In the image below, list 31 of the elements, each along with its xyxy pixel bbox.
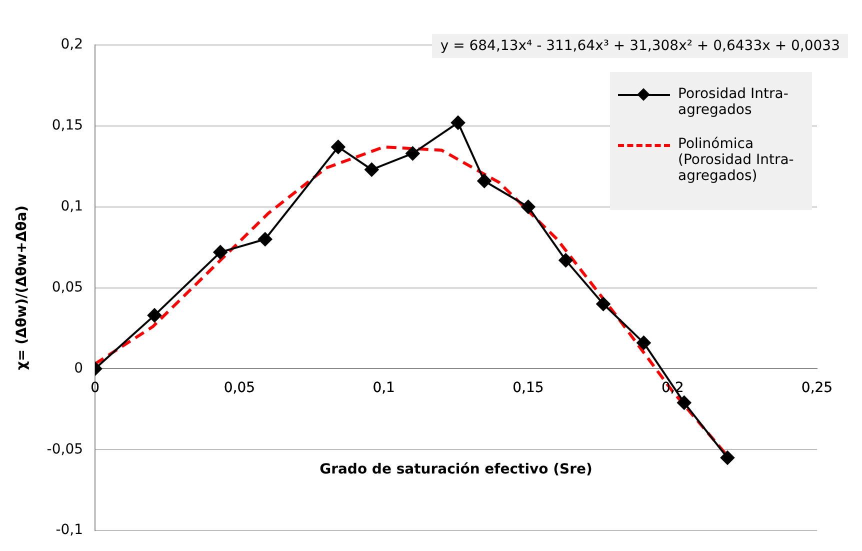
x-tick-label: 0,1 <box>372 380 395 396</box>
legend-label: Porosidad Intra-agregados <box>678 86 790 118</box>
y-tick-label: -0,05 <box>46 441 84 458</box>
point <box>521 200 536 214</box>
x-tick-label: 0 <box>90 380 100 396</box>
point <box>636 336 651 350</box>
point <box>213 245 228 260</box>
y-tick-label: 0,15 <box>52 118 84 134</box>
point <box>477 174 492 188</box>
y-tick-label: 0,1 <box>60 198 84 215</box>
point <box>331 140 346 154</box>
point <box>258 232 272 246</box>
y-tick-label: 0 <box>74 360 84 376</box>
y-axis-title: χ= (Δθw)/(Δθw+Δθa) <box>14 205 30 370</box>
x-axis-title: Grado de saturación efectivo (Sre) <box>320 462 592 478</box>
point <box>720 450 734 465</box>
y-tick-label: -0,1 <box>56 522 84 538</box>
point <box>451 116 466 130</box>
point <box>148 308 162 322</box>
legend-label: Polinómica (Porosidad Intra-agregados) <box>678 136 795 184</box>
point <box>364 162 379 177</box>
y-tick-label: 0,2 <box>60 36 84 53</box>
point <box>558 253 573 268</box>
x-tick-label: 0,25 <box>801 380 833 396</box>
point <box>406 146 420 160</box>
y-tick-label: 0,05 <box>52 279 84 296</box>
x-tick-label: 0,05 <box>224 380 256 396</box>
x-tick-label: 0,15 <box>512 380 544 396</box>
point <box>677 396 692 410</box>
point <box>596 296 610 311</box>
annotation: y = 684,13x⁴ - 311,64x³ + 31,308x² + 0,6433x + 0,0033 <box>432 34 848 58</box>
